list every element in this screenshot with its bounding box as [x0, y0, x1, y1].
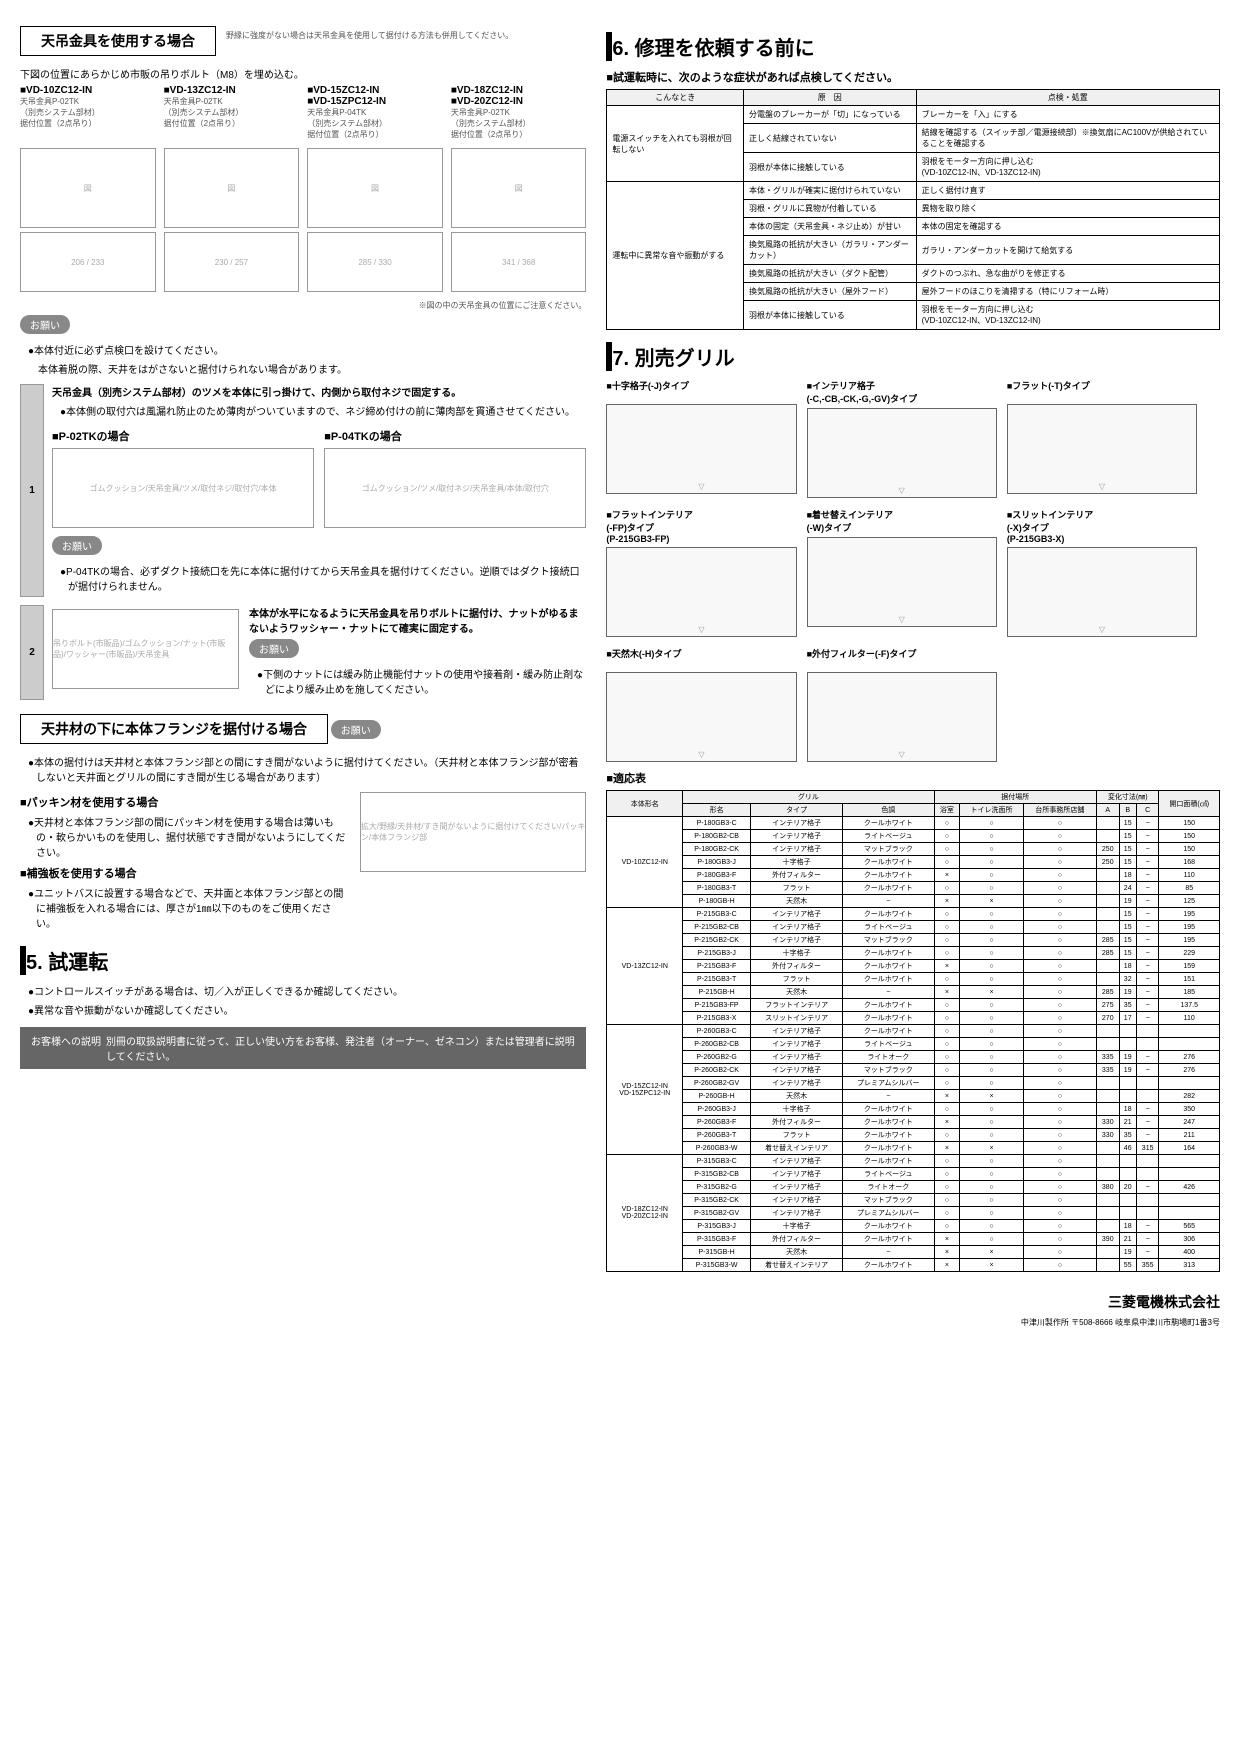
sec6-title: 6. 修理を依頼する前に	[606, 32, 1220, 61]
model-row: ■VD-10ZC12-IN天吊金具P-02TK （別売システム部材） 据付位置（…	[20, 85, 586, 140]
hang-note: 野縁に強度がない場合は天吊金具を使用して据付ける方法も併用してください。	[226, 20, 586, 41]
grill-grid: ■十字格子(-J)タイプ■インテリア格子 (-C,-CB,-CK,-G,-GV)…	[606, 379, 1220, 762]
step-num: 1	[20, 384, 44, 597]
customer-box: お客様への説明 別冊の取扱説明書に従って、正しい使い方をお客様、発注者（オーナー…	[20, 1027, 586, 1069]
diagram: 図	[20, 148, 156, 228]
trouble-table: こんなとき 原 因 点検・処置 電源スイッチを入れても羽根が回転しない分電盤のブ…	[606, 89, 1220, 330]
caution-tag: お願い	[20, 315, 70, 334]
compat-table: 本体形名 グリル 据付場所 変化寸法(㎜) 開口面積(㎠) 形名 タイプ 色調 …	[606, 790, 1220, 1272]
hang-title: 天吊金具を使用する場合	[20, 26, 216, 56]
sec5-title: 5. 試運転	[20, 946, 586, 975]
sec7-title: 7. 別売グリル	[606, 342, 1220, 371]
flange-title: 天井材の下に本体フランジを据付ける場合	[20, 714, 328, 744]
hang-sub: 下図の位置にあらかじめ市販の吊りボルト（M8）を埋め込む。	[20, 66, 586, 81]
company-name: 三菱電機株式会社 中津川製作所 〒508-8666 岐阜県中津川市駒場町1番3号	[606, 1292, 1220, 1328]
